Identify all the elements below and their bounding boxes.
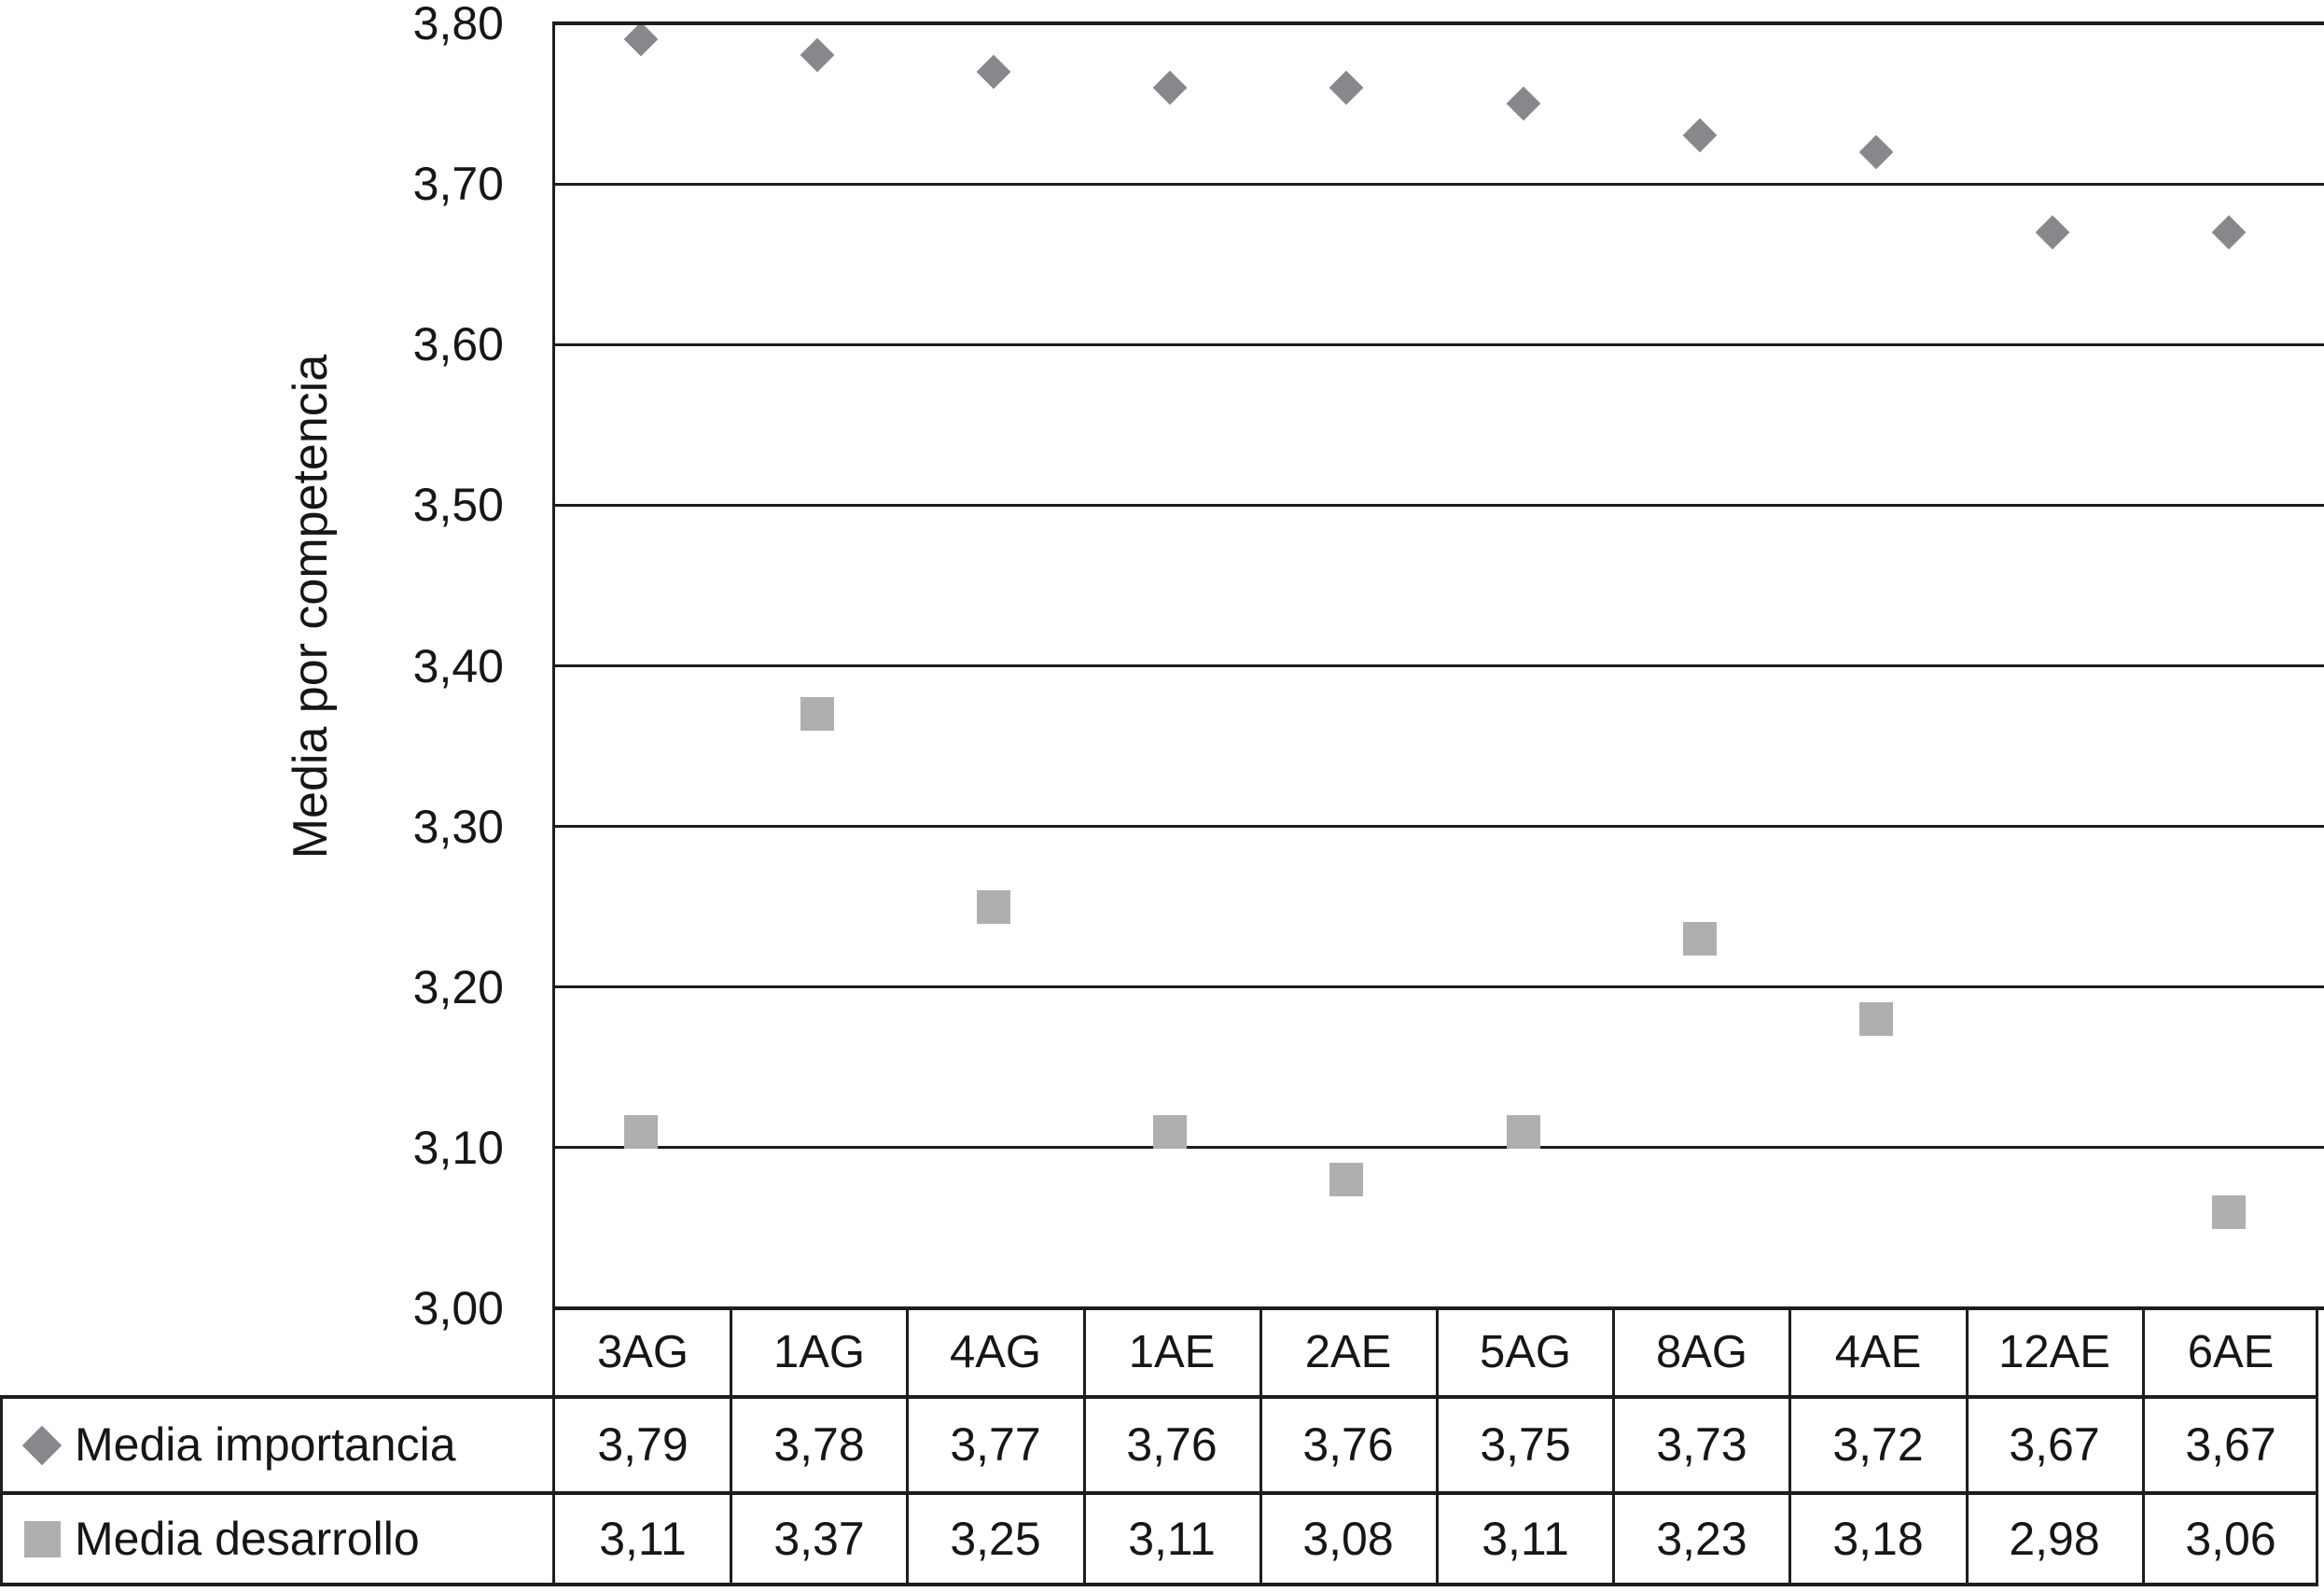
data-point-square-2AE [1329, 1163, 1363, 1196]
table-bottom-border [0, 1583, 2318, 1586]
plot-area [552, 21, 2324, 1310]
data-point-square-4AE [1859, 1002, 1893, 1036]
legend-column-left-border [0, 1395, 3, 1586]
table-column-divider [1259, 1306, 1262, 1586]
cell-1AE: 3,11 [1128, 1513, 1216, 1565]
square-icon [24, 1521, 61, 1557]
data-point-diamond-8AG [1682, 118, 1718, 153]
y-tick-label: 3,80 [412, 0, 504, 49]
cell-4AE: 3,72 [1832, 1418, 1924, 1471]
column-header-4AE: 4AE [1834, 1327, 1922, 1377]
data-point-diamond-2AE [1329, 70, 1364, 105]
data-point-square-1AE [1153, 1115, 1187, 1149]
cell-8AG: 3,73 [1656, 1418, 1747, 1471]
cell-5AG: 3,11 [1482, 1513, 1569, 1565]
data-point-diamond-6AE [2211, 215, 2247, 250]
column-header-5AG: 5AG [1479, 1327, 1572, 1377]
cell-5AG: 3,75 [1480, 1418, 1571, 1471]
data-point-diamond-1AE [1152, 70, 1188, 105]
y-tick-label: 3,60 [412, 318, 504, 370]
table-column-divider [1966, 1306, 1969, 1586]
column-header-1AE: 1AE [1128, 1327, 1216, 1377]
cell-3AG: 3,11 [599, 1513, 687, 1565]
cell-6AE: 3,67 [2185, 1418, 2276, 1471]
data-point-square-8AG [1683, 922, 1717, 956]
gridline [555, 183, 2324, 186]
y-tick-label: 3,40 [412, 640, 504, 692]
cell-1AG: 3,78 [773, 1418, 865, 1471]
table-row-divider [0, 1491, 2318, 1495]
cell-3AG: 3,79 [597, 1418, 689, 1471]
gridline [555, 985, 2324, 988]
data-point-square-4AG [977, 890, 1010, 924]
gridline [555, 504, 2324, 507]
cell-4AE: 3,18 [1832, 1513, 1924, 1565]
cell-12AE: 2,98 [2009, 1513, 2100, 1565]
cell-4AG: 3,25 [950, 1513, 1041, 1565]
series-label: Media desarrollo [75, 1513, 420, 1565]
table-column-divider [1083, 1306, 1086, 1586]
cell-6AE: 3,06 [2185, 1513, 2276, 1565]
cell-1AE: 3,76 [1126, 1418, 1218, 1471]
cell-1AG: 3,37 [773, 1513, 865, 1565]
cell-2AE: 3,76 [1302, 1418, 1394, 1471]
column-header-2AE: 2AE [1304, 1327, 1392, 1377]
data-point-diamond-1AG [800, 37, 835, 73]
table-column-divider [730, 1306, 732, 1586]
cell-4AG: 3,77 [950, 1418, 1041, 1471]
table-column-divider [906, 1306, 909, 1586]
data-point-diamond-3AG [623, 25, 659, 57]
data-point-diamond-4AG [976, 54, 1011, 90]
gridline [555, 664, 2324, 667]
y-tick-label: 3,50 [412, 479, 504, 531]
y-tick-label: 3,00 [412, 1282, 504, 1334]
cell-2AE: 3,08 [1302, 1513, 1394, 1565]
data-point-diamond-12AE [2035, 215, 2070, 250]
column-header-4AG: 4AG [949, 1327, 1042, 1377]
column-header-3AG: 3AG [596, 1327, 689, 1377]
column-header-6AE: 6AE [2187, 1327, 2275, 1377]
gridline [555, 1146, 2324, 1149]
data-point-square-5AG [1507, 1115, 1540, 1149]
data-point-square-3AG [624, 1115, 658, 1149]
y-tick-label: 3,30 [412, 801, 504, 853]
y-tick-label: 3,20 [412, 961, 504, 1013]
diamond-icon [21, 1425, 63, 1466]
table-right-border [2316, 1306, 2318, 1586]
table-row-divider [0, 1395, 2318, 1399]
table-column-divider [1436, 1306, 1439, 1586]
table-column-divider [1612, 1306, 1615, 1586]
column-header-12AE: 12AE [1998, 1327, 2110, 1377]
table-column-divider [1788, 1306, 1791, 1586]
gridline [555, 343, 2324, 346]
series-label: Media importancia [75, 1418, 456, 1471]
data-point-square-6AE [2212, 1195, 2246, 1229]
data-point-diamond-4AE [1858, 134, 1894, 170]
column-header-1AG: 1AG [772, 1327, 866, 1377]
y-tick-label: 3,70 [412, 158, 504, 210]
cell-8AG: 3,23 [1656, 1513, 1747, 1565]
gridline [555, 825, 2324, 828]
cell-12AE: 3,67 [2009, 1418, 2100, 1471]
table-column-divider [2142, 1306, 2145, 1586]
axis-and-table-left-divider [552, 21, 555, 1586]
data-point-square-1AG [800, 697, 834, 731]
y-tick-label: 3,10 [412, 1122, 504, 1174]
column-header-8AG: 8AG [1655, 1327, 1748, 1377]
data-point-diamond-5AG [1506, 86, 1541, 121]
